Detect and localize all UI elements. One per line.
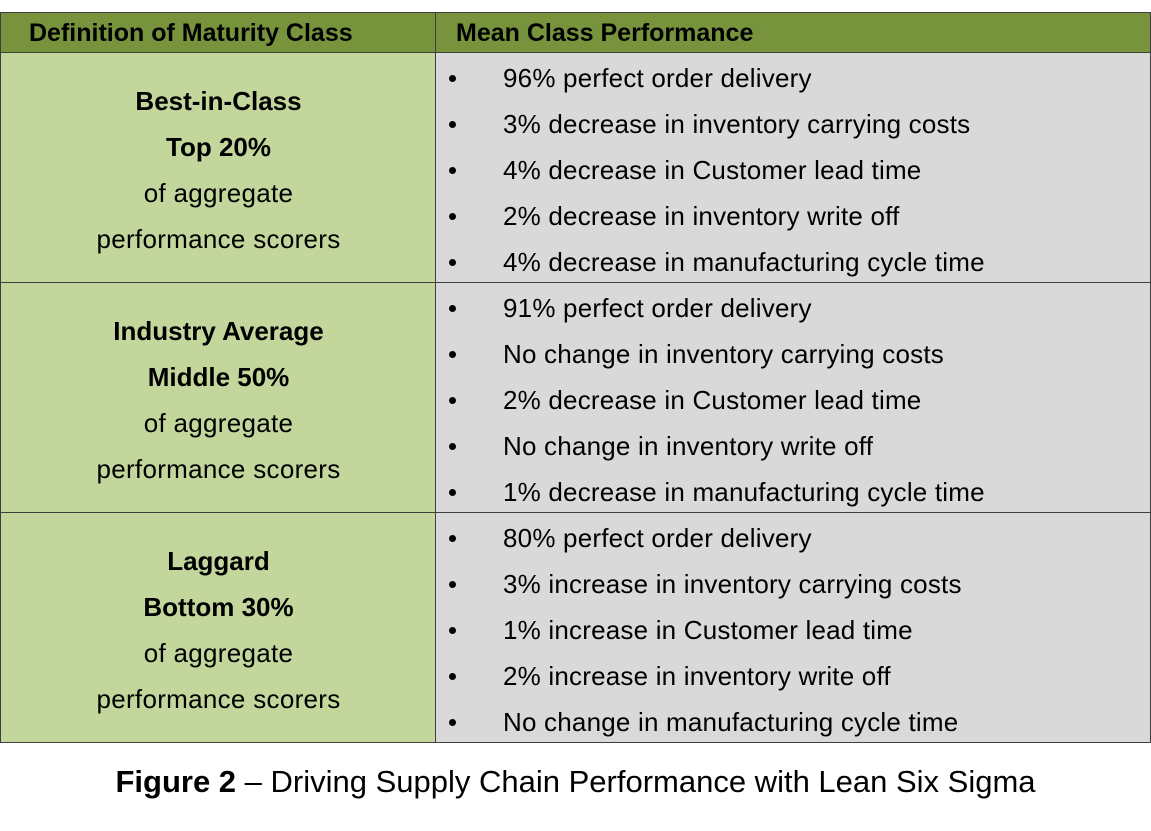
- bullet: [449, 121, 456, 128]
- bullet-text: 1% decrease in manufacturing cycle time: [503, 477, 985, 507]
- bullet-text: 91% perfect order delivery: [503, 293, 812, 323]
- bullet: [449, 581, 456, 588]
- class-segment: Top 20%: [166, 132, 271, 162]
- class-cell: Laggard Bottom 30% of aggregate performance…: [0, 512, 436, 743]
- header-cell: Mean Class Performance: [435, 12, 1151, 53]
- class-description: of aggregate: [143, 408, 294, 438]
- caption: Figure 2 – Driving Supply Chain Performa…: [0, 764, 1151, 800]
- class-description: performance scorers: [96, 684, 341, 714]
- bullet-text: No change in manufacturing cycle time: [503, 707, 959, 737]
- header-text: Mean Class Performance: [456, 19, 754, 47]
- bullet: [449, 259, 456, 266]
- class-segment: Middle 50%: [147, 362, 290, 392]
- bullet-text: No change in inventory carrying costs: [503, 339, 944, 369]
- performance-cell: 96% perfect order delivery 3% decrease in…: [435, 52, 1151, 283]
- class-name: Industry Average: [113, 316, 324, 346]
- bullet-text: 2% increase in inventory write off: [503, 661, 891, 691]
- caption-text: – Driving Supply Chain Performance with …: [236, 764, 1036, 799]
- bullet-text: 1% increase in Customer lead time: [503, 615, 913, 645]
- header-cell: Definition of Maturity Class: [0, 12, 436, 53]
- class-segment: Bottom 30%: [143, 592, 294, 622]
- performance-cell: 80% perfect order delivery 3% increase in…: [435, 512, 1151, 743]
- header-text: Definition of Maturity Class: [29, 19, 353, 47]
- performance-cell: 91% perfect order delivery No change in i…: [435, 282, 1151, 513]
- bullet-text: 4% decrease in manufacturing cycle time: [503, 247, 985, 277]
- bullet: [449, 75, 456, 82]
- class-name: Laggard: [167, 546, 270, 576]
- bullet: [449, 351, 456, 358]
- class-description: of aggregate: [143, 178, 294, 208]
- bullet-text: 2% decrease in Customer lead time: [503, 385, 922, 415]
- bullet: [449, 673, 456, 680]
- bullet-text: 2% decrease in inventory write off: [503, 201, 900, 231]
- class-description: performance scorers: [96, 454, 341, 484]
- bullet: [449, 305, 456, 312]
- class-name: Best-in-Class: [135, 86, 302, 116]
- bullet: [449, 443, 456, 450]
- bullet: [449, 213, 456, 220]
- class-description: of aggregate: [143, 638, 294, 668]
- bullet: [449, 535, 456, 542]
- class-description: performance scorers: [96, 224, 341, 254]
- caption-label: Figure 2: [115, 764, 237, 799]
- bullet: [449, 167, 456, 174]
- bullet-text: No change in inventory write off: [503, 431, 874, 461]
- bullet-text: 3% increase in inventory carrying costs: [503, 569, 962, 599]
- bullet-text: 80% perfect order delivery: [503, 523, 812, 553]
- bullet-text: 96% perfect order delivery: [503, 63, 812, 93]
- bullet: [449, 627, 456, 634]
- bullet: [449, 489, 456, 496]
- bullet-text: 3% decrease in inventory carrying costs: [503, 109, 971, 139]
- class-cell: Best-in-Class Top 20% of aggregate performa…: [0, 52, 436, 283]
- bullet-text: 4% decrease in Customer lead time: [503, 155, 922, 185]
- bullet: [449, 397, 456, 404]
- class-cell: Industry Average Middle 50% of aggregate pe…: [0, 282, 436, 513]
- bullet: [449, 719, 456, 726]
